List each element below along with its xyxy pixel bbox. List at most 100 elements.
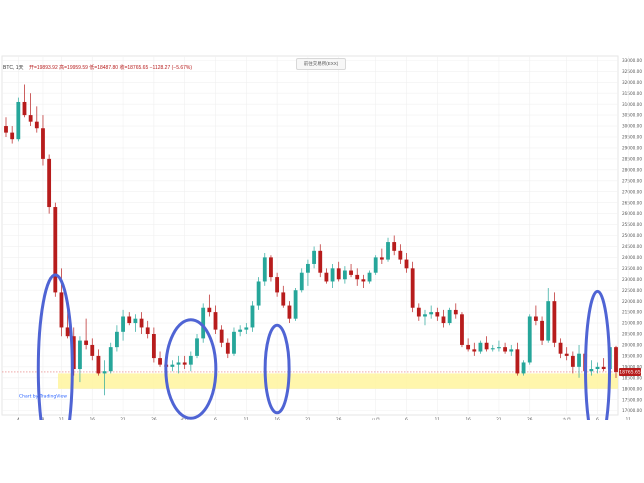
- candle-down[interactable]: [96, 355, 101, 374]
- candle-down[interactable]: [151, 334, 156, 359]
- candle-down[interactable]: [361, 279, 366, 282]
- candle-down[interactable]: [207, 307, 212, 313]
- candle-down[interactable]: [158, 358, 162, 365]
- candle-down[interactable]: [65, 327, 70, 337]
- candle-down[interactable]: [324, 272, 329, 282]
- candle-down[interactable]: [71, 336, 76, 370]
- candle-down[interactable]: [564, 353, 569, 356]
- tradingview-watermark[interactable]: Chart by TradingView: [19, 393, 67, 399]
- candle-down[interactable]: [614, 347, 618, 372]
- candle-down[interactable]: [59, 292, 64, 328]
- candle-down[interactable]: [410, 268, 415, 308]
- candle-down[interactable]: [392, 242, 397, 251]
- candle-down[interactable]: [552, 301, 557, 343]
- candle-up[interactable]: [447, 309, 452, 324]
- candle-up[interactable]: [195, 338, 199, 356]
- candle-up[interactable]: [373, 257, 378, 273]
- candlestick-chart[interactable]: 17000.00 17500.00 18000.00 18500.00 19000.00…: [0, 48, 644, 465]
- candle-up[interactable]: [367, 272, 372, 282]
- price-chart[interactable]: 17000.00 17500.00 18000.00 18500.00 19000.00…: [0, 48, 644, 465]
- candle-up[interactable]: [262, 257, 267, 282]
- candle-down[interactable]: [90, 344, 95, 356]
- candle-down[interactable]: [34, 121, 39, 129]
- candle-up[interactable]: [527, 316, 532, 363]
- candle-up[interactable]: [238, 329, 243, 332]
- candle-down[interactable]: [219, 329, 224, 343]
- candle-down[interactable]: [139, 318, 144, 328]
- candle-up[interactable]: [386, 242, 390, 260]
- candle-up[interactable]: [170, 364, 175, 367]
- candle-up[interactable]: [201, 307, 206, 339]
- candle-up[interactable]: [114, 331, 119, 348]
- candle-up[interactable]: [16, 101, 21, 140]
- candle-up[interactable]: [509, 349, 514, 352]
- candle-up[interactable]: [78, 340, 82, 370]
- candle-down[interactable]: [515, 349, 520, 374]
- candle-down[interactable]: [53, 207, 58, 293]
- candle-up[interactable]: [293, 290, 298, 319]
- candle-down[interactable]: [145, 327, 150, 335]
- candle-up[interactable]: [342, 270, 347, 280]
- candle-down[interactable]: [275, 277, 280, 293]
- candle-up[interactable]: [306, 263, 310, 273]
- candle-down[interactable]: [558, 342, 563, 354]
- candle-down[interactable]: [466, 344, 471, 350]
- candle-down[interactable]: [435, 312, 440, 317]
- candle-up[interactable]: [589, 369, 594, 372]
- candle-down[interactable]: [533, 316, 538, 321]
- candle-down[interactable]: [503, 347, 508, 352]
- candle-up[interactable]: [256, 281, 261, 306]
- candle-down[interactable]: [28, 115, 33, 122]
- candle-up[interactable]: [497, 347, 501, 349]
- candle-up[interactable]: [478, 342, 483, 352]
- candle-down[interactable]: [453, 309, 458, 315]
- candle-up[interactable]: [595, 366, 600, 370]
- candle-down[interactable]: [318, 250, 323, 273]
- candle-down[interactable]: [213, 312, 218, 330]
- candle-down[interactable]: [225, 342, 230, 354]
- candle-down[interactable]: [570, 355, 575, 367]
- candle-down[interactable]: [484, 342, 489, 350]
- candle-up[interactable]: [577, 353, 581, 367]
- candle-down[interactable]: [287, 305, 292, 319]
- candle-down[interactable]: [41, 128, 45, 159]
- candle-up[interactable]: [244, 327, 249, 330]
- candle-down[interactable]: [355, 274, 360, 280]
- candle-up[interactable]: [250, 305, 255, 328]
- candle-up[interactable]: [490, 348, 495, 350]
- candle-down[interactable]: [84, 340, 89, 345]
- candle-up[interactable]: [423, 314, 427, 317]
- candle-down[interactable]: [336, 268, 341, 280]
- top-badge[interactable]: 前往交易所(EXX): [296, 58, 346, 70]
- candle-down[interactable]: [269, 257, 273, 278]
- candle-up[interactable]: [330, 268, 335, 282]
- candle-down[interactable]: [441, 316, 446, 324]
- candle-down[interactable]: [601, 366, 606, 370]
- candle-up[interactable]: [133, 318, 138, 324]
- candle-down[interactable]: [416, 307, 421, 317]
- candle-up[interactable]: [232, 331, 236, 354]
- candle-down[interactable]: [460, 314, 464, 345]
- candle-down[interactable]: [472, 349, 477, 352]
- candle-up[interactable]: [546, 301, 551, 341]
- candle-up[interactable]: [108, 347, 113, 372]
- candle-up[interactable]: [188, 355, 193, 365]
- candle-down[interactable]: [379, 257, 384, 260]
- candle-down[interactable]: [22, 101, 27, 116]
- candle-down[interactable]: [127, 316, 132, 324]
- candle-up[interactable]: [176, 362, 181, 365]
- candle-down[interactable]: [10, 132, 15, 140]
- candle-down[interactable]: [281, 292, 286, 306]
- candle-down[interactable]: [404, 259, 409, 269]
- candle-down[interactable]: [398, 250, 403, 260]
- candle-down[interactable]: [349, 270, 353, 275]
- candle-up[interactable]: [429, 312, 434, 315]
- candle-up[interactable]: [102, 371, 107, 374]
- candle-up[interactable]: [521, 362, 526, 374]
- candle-down[interactable]: [47, 158, 52, 208]
- candle-down[interactable]: [540, 320, 544, 341]
- candle-up[interactable]: [312, 250, 316, 264]
- candle-down[interactable]: [182, 362, 187, 365]
- candle-down[interactable]: [4, 126, 8, 133]
- candle-up[interactable]: [121, 316, 125, 332]
